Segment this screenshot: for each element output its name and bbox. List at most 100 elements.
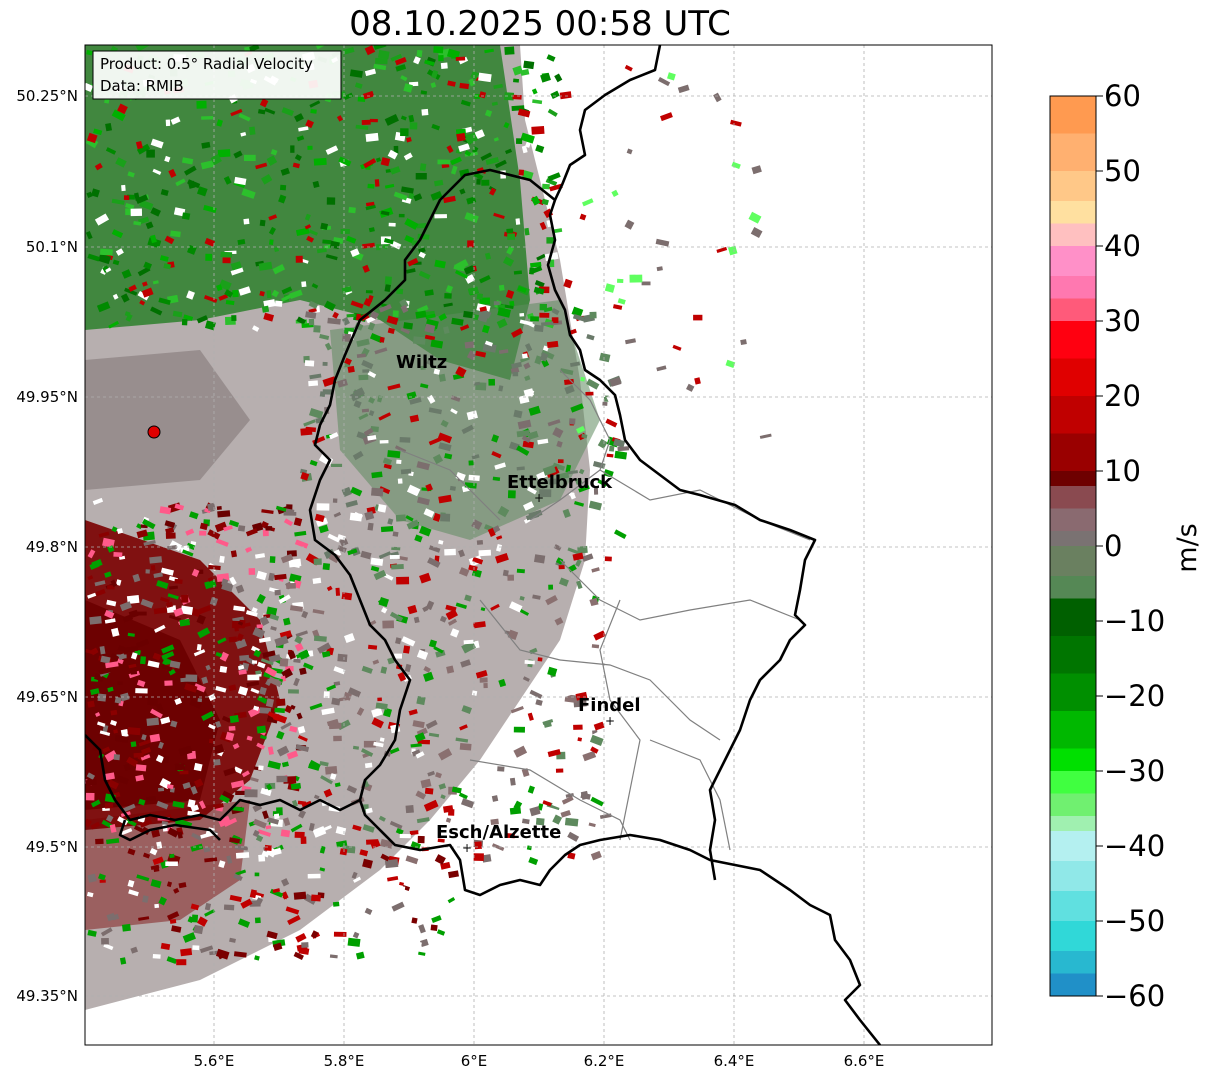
radar-echo-pixel	[280, 553, 294, 564]
radar-echo-pixel	[104, 802, 114, 809]
colorbar-band	[1050, 396, 1096, 434]
radar-echo-pixel	[312, 609, 325, 615]
radar-echo-pixel	[274, 300, 283, 307]
radar-echo-pixel	[157, 787, 165, 792]
radar-echo-pixel	[433, 646, 444, 654]
radar-echo-pixel	[152, 954, 161, 959]
radar-echo-pixel	[424, 334, 436, 341]
radar-echo-pixel	[572, 314, 585, 322]
radar-echo-pixel	[346, 785, 358, 794]
radar-echo-pixel	[491, 434, 500, 443]
radar-echo-pixel	[142, 895, 149, 903]
radar-echo-pixel	[87, 575, 94, 581]
radar-echo-pixel	[609, 445, 615, 452]
radar-echo-pixel	[293, 951, 304, 960]
radar-echo-pixel	[559, 91, 572, 100]
radar-echo-pixel	[539, 489, 552, 498]
radar-echo-pixel	[223, 767, 237, 777]
radar-echo-pixel	[181, 212, 191, 220]
radar-echo-pixel	[567, 831, 580, 842]
radar-echo-pixel	[122, 803, 136, 813]
radar-echo-pixel	[362, 90, 375, 100]
radar-echo-pixel	[546, 237, 555, 244]
radar-echo-pixel	[363, 740, 376, 748]
radar-echo-pixel	[361, 408, 370, 413]
radar-echo-pixel	[403, 322, 414, 330]
radar-echo-pixel	[310, 108, 317, 114]
radar-echo-pixel	[230, 780, 245, 789]
radar-echo-pixel	[268, 654, 281, 663]
radar-echo-pixel	[117, 816, 129, 826]
radar-echo-pixel	[589, 734, 604, 747]
radar-echo-pixel	[187, 916, 194, 924]
colorbar-band	[1050, 298, 1096, 322]
radar-echo-pixel	[528, 405, 541, 416]
radar-echo-pixel	[443, 326, 450, 335]
radar-echo-pixel	[406, 519, 420, 530]
radar-echo-pixel	[321, 650, 331, 658]
radar-echo-pixel	[473, 381, 481, 386]
radar-echo-pixel	[127, 879, 135, 888]
radar-echo-pixel	[541, 321, 554, 326]
radar-echo-pixel	[481, 179, 490, 186]
radar-echo-pixel	[169, 853, 175, 859]
radar-echo-pixel	[181, 594, 189, 603]
radar-echo-pixel	[304, 213, 311, 221]
radar-echo-pixel	[233, 873, 243, 881]
radar-echo-pixel	[414, 534, 423, 543]
radar-echo-pixel	[440, 513, 451, 522]
radar-echo-pixel	[409, 122, 418, 130]
radar-echo-pixel	[586, 334, 595, 341]
city-marker-icon: +	[462, 841, 472, 855]
radar-echo-pixel	[288, 689, 299, 694]
radar-echo-pixel	[166, 956, 178, 964]
colorbar-band	[1050, 636, 1096, 674]
radar-echo-pixel	[219, 794, 230, 804]
y-tick-label: 49.65°N	[16, 688, 78, 706]
radar-echo-pixel	[430, 82, 437, 89]
radar-echo-pixel	[563, 378, 575, 386]
colorbar-tick-label: −40	[1104, 829, 1165, 863]
radar-echo-pixel	[337, 653, 348, 662]
radar-echo-pixel	[355, 124, 369, 130]
radar-echo-pixel	[496, 318, 508, 329]
radar-echo-pixel	[184, 683, 198, 693]
radar-echo-pixel	[478, 549, 492, 557]
radar-echo-pixel	[362, 242, 375, 249]
radar-echo-pixel	[127, 848, 136, 856]
map-plot-area[interactable]	[83, 39, 993, 1046]
radar-echo-pixel	[176, 959, 187, 966]
radar-echo-pixel	[398, 213, 405, 218]
radar-echo-pixel	[180, 948, 193, 957]
radar-echo-pixel	[542, 345, 549, 352]
radar-echo-pixel	[470, 70, 480, 80]
radar-echo-pixel	[418, 251, 426, 259]
colorbar-band	[1050, 951, 1096, 974]
radar-echo-pixel	[196, 186, 208, 197]
radar-echo-pixel	[177, 831, 183, 839]
radar-echo-pixel	[612, 304, 623, 310]
radar-echo-pixel	[394, 57, 407, 66]
radar-echo-pixel	[468, 564, 478, 572]
radar-echo-pixel	[335, 826, 347, 836]
radar-echo-pixel	[174, 697, 182, 706]
radar-echo-pixel	[548, 584, 554, 590]
radar-echo-pixel	[447, 897, 456, 904]
radar-echo-pixel	[293, 891, 307, 900]
radar-echo-pixel	[339, 537, 349, 547]
radar-echo-pixel	[110, 627, 120, 637]
radar-echo-pixel	[324, 342, 332, 351]
radar-echo-pixel	[522, 676, 530, 682]
radar-echo-pixel	[253, 705, 260, 711]
radar-echo-pixel	[378, 412, 392, 421]
radar-echo-pixel	[165, 601, 174, 608]
radar-echo-pixel	[362, 858, 373, 869]
radar-echo-pixel	[438, 783, 447, 790]
radar-echo-pixel	[228, 684, 237, 692]
radar-echo-pixel	[524, 375, 531, 382]
radar-echo-pixel	[415, 790, 427, 800]
radar-echo-pixel	[130, 670, 138, 675]
radar-velocity-field	[85, 45, 772, 1010]
radar-echo-pixel	[595, 768, 607, 777]
radar-echo-pixel	[189, 511, 199, 520]
